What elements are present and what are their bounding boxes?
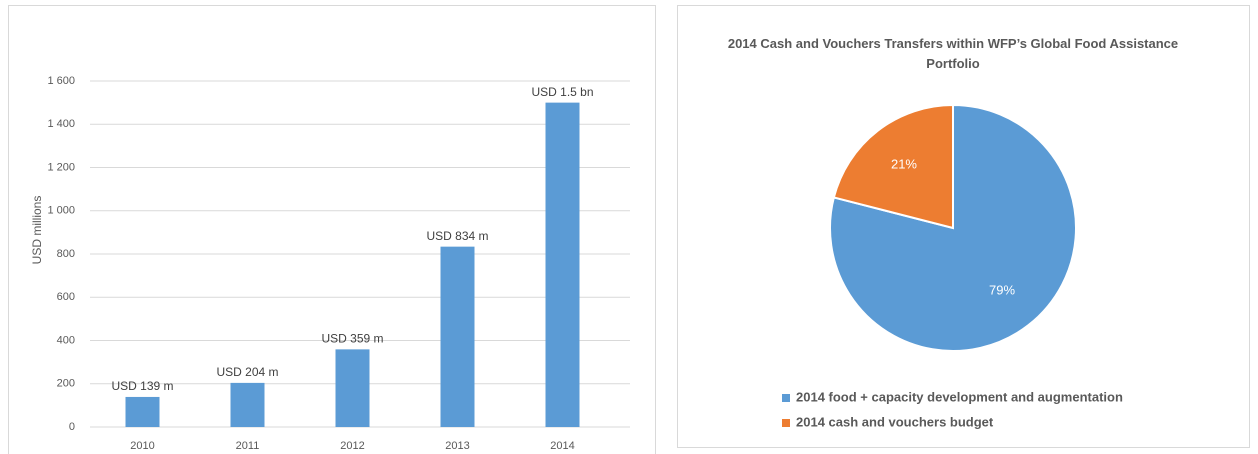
x-tick-label: 2012	[340, 440, 364, 452]
bar	[125, 396, 160, 427]
data-label: USD 139 m	[111, 379, 173, 393]
legend-label: 2014 food + capacity development and aug…	[796, 389, 1123, 404]
y-tick-label: 1 600	[47, 75, 75, 87]
y-tick-label: 800	[57, 248, 75, 260]
bar	[230, 382, 265, 427]
y-tick-label: 200	[57, 378, 75, 390]
bar-panel	[8, 5, 656, 454]
slice-label: 79%	[989, 283, 1015, 298]
y-tick-label: 1 000	[47, 205, 75, 217]
x-tick-label: 2014	[550, 440, 574, 452]
pie-panel	[677, 5, 1250, 448]
pie-slice	[832, 103, 954, 230]
x-tick-label: 2011	[236, 440, 260, 452]
data-label: USD 1.5 bn	[531, 85, 593, 99]
x-tick-label: 2013	[445, 440, 469, 452]
y-tick-label: 0	[69, 421, 75, 433]
slice-label: 21%	[891, 156, 917, 171]
y-tick-label: 600	[57, 291, 75, 303]
legend-swatch	[782, 394, 790, 402]
data-label: USD 834 m	[426, 229, 488, 243]
legend-swatch	[782, 419, 790, 427]
y-tick-label: 1 200	[47, 161, 75, 173]
y-tick-label: 1 400	[47, 118, 75, 130]
legend-label: 2014 cash and vouchers budget	[796, 414, 994, 429]
pie-title: 2014 Cash and Vouchers Transfers within …	[727, 36, 1179, 71]
bar	[440, 246, 475, 427]
x-tick-label: 2010	[130, 440, 154, 452]
y-axis-label: USD millions	[30, 196, 44, 265]
data-label: USD 204 m	[216, 365, 278, 379]
y-tick-label: 400	[57, 334, 75, 346]
bar	[545, 102, 580, 427]
data-label: USD 359 m	[321, 332, 383, 346]
bar	[335, 349, 370, 427]
